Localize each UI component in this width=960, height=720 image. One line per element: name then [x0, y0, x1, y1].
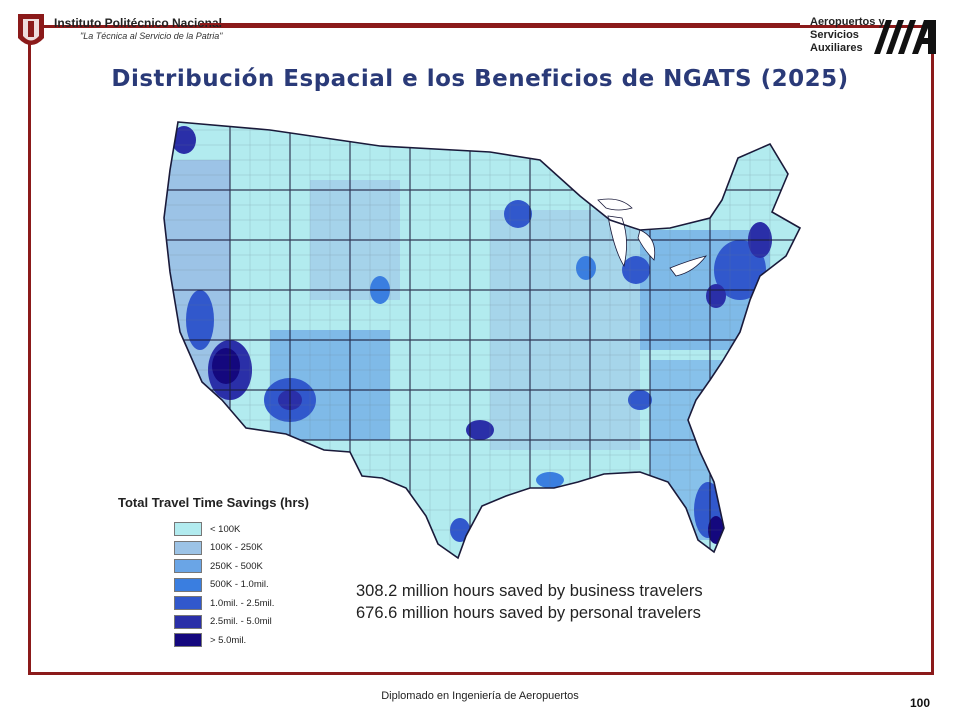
partner-name-line3: Auxiliares	[810, 42, 863, 54]
partner-name: Aeropuertos y Servicios Auxiliares	[810, 16, 885, 55]
legend-item: 100K - 250K	[174, 539, 309, 558]
institution-motto: "La Técnica al Servicio de la Patria"	[80, 31, 223, 41]
legend-title: Total Travel Time Savings (hrs)	[118, 495, 309, 510]
legend-label: 2.5mil. - 5.0mil	[210, 616, 272, 628]
savings-stats: 308.2 million hours saved by business tr…	[356, 580, 703, 624]
institution-name: Instituto Politécnico Nacional	[54, 16, 223, 30]
legend-swatch	[174, 596, 202, 611]
ipn-logo	[18, 14, 44, 45]
page-number: 100	[910, 696, 931, 710]
legend-swatch	[174, 522, 202, 537]
map-legend: Total Travel Time Savings (hrs) < 100K 10…	[118, 495, 309, 650]
legend-swatch	[174, 614, 202, 629]
legend-label: 500K - 1.0mil.	[210, 579, 269, 591]
legend-item: > 5.0mil.	[174, 631, 309, 650]
slide-frame	[28, 25, 934, 675]
personal-savings: 676.6 million hours saved by personal tr…	[356, 604, 701, 622]
legend-item: 250K - 500K	[174, 557, 309, 576]
legend-swatch	[174, 559, 202, 574]
us-county-map	[163, 121, 802, 560]
legend-swatch	[174, 633, 202, 648]
legend-item: 1.0mil. - 2.5mil.	[174, 594, 309, 613]
partner-name-line1: Aeropuertos y	[810, 16, 885, 28]
legend-item: 2.5mil. - 5.0mil	[174, 613, 309, 632]
legend-items: < 100K 100K - 250K 250K - 500K 500K - 1.0mi…	[118, 520, 309, 650]
legend-label: < 100K	[210, 523, 241, 535]
business-savings: 308.2 million hours saved by business tr…	[356, 582, 703, 600]
course-footer: Diplomado en Ingeniería de Aeropuertos	[381, 690, 579, 702]
legend-label: 100K - 250K	[210, 542, 263, 554]
asa-logo	[874, 20, 936, 54]
legend-swatch	[174, 577, 202, 592]
legend-label: 250K - 500K	[210, 560, 263, 572]
slide-title: Distribución Espacial e los Beneficios d…	[111, 66, 849, 92]
legend-label: 1.0mil. - 2.5mil.	[210, 597, 275, 609]
legend-label: > 5.0mil.	[210, 634, 247, 646]
legend-swatch	[174, 540, 202, 555]
legend-item: < 100K	[174, 520, 309, 539]
legend-item: 500K - 1.0mil.	[174, 576, 309, 595]
header-divider	[200, 23, 800, 25]
partner-name-line2: Servicios	[810, 29, 859, 41]
